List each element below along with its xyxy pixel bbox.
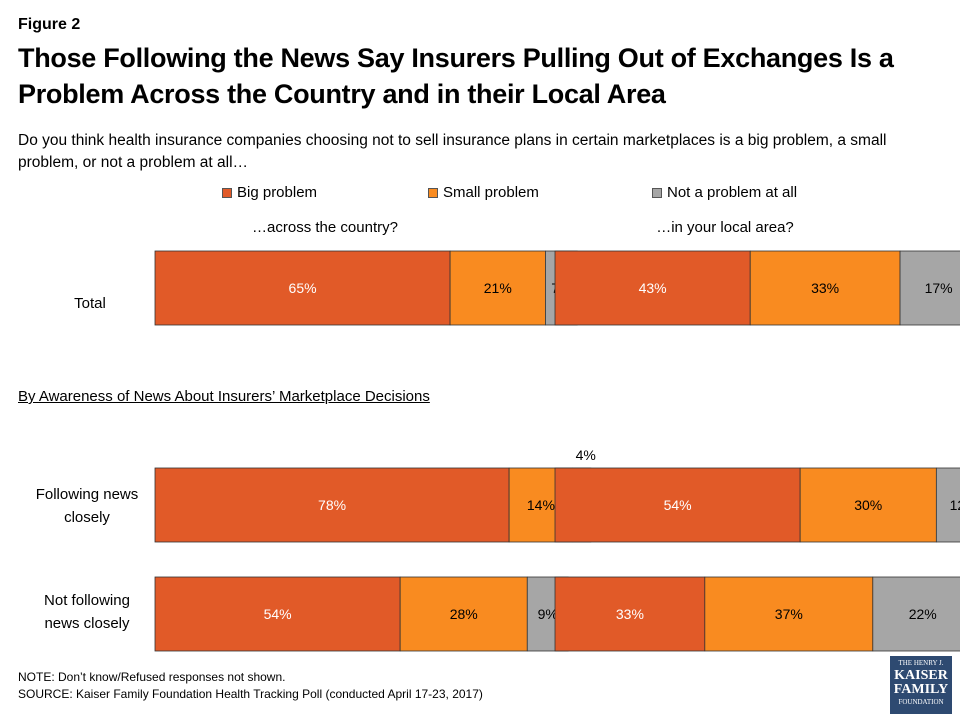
row-label-following-line2: closely [64,509,110,526]
bar-local-following-small-problem [799,467,937,543]
bar-local-not-following-not-a-problem [872,576,960,652]
data-label-country-not-following-big-problem: 54% [264,606,292,622]
legend-item-small-problem: Small problem [428,184,539,201]
figure-label: Figure 2 [18,16,81,33]
data-label-local-not-following-small-problem: 37% [775,606,803,622]
bar-local-total-big-problem [554,250,751,326]
legend-label-not-a-problem: Not a problem at all [667,184,798,201]
legend-item-big-problem: Big problem [222,184,317,201]
bar-country-not-following-big-problem [154,576,401,652]
data-label-local-total-big-problem: 43% [639,280,667,296]
bar-local-not-following-big-problem [554,576,706,652]
data-label-local-not-following-not-a-problem: 22% [909,606,937,622]
data-label-local-total-small-problem: 33% [811,280,839,296]
row-label-following: Following news closely [22,483,152,529]
legend-swatch-small-problem [428,187,438,198]
legend-swatch-not-a-problem [652,187,662,198]
panel-title-country: …across the country? [252,219,398,236]
bar-local-not-following-small-problem [704,576,874,652]
data-label-country-total-small-problem: 21% [484,280,512,296]
bar-country-total-small-problem [449,250,546,326]
legend-label-small-problem: Small problem [443,184,539,201]
kff-logo: THE HENRY J. KAISER FAMILY FOUNDATION [890,656,952,714]
data-label-local-total-not-a-problem: 17% [925,280,953,296]
data-label-country-following-small-problem: 14% [527,497,555,513]
panel-title-local: …in your local area? [656,219,794,236]
data-label-country-not-following-not-a-problem: 9% [538,606,558,622]
data-label-local-following-small-problem: 30% [854,497,882,513]
data-label-country-total-big-problem: 65% [289,280,317,296]
chart-subtitle: Do you think health insurance companies … [18,132,887,171]
data-label-local-following-big-problem: 54% [664,497,692,513]
data-label-country-following-big-problem: 78% [318,497,346,513]
data-label-local-following-not-a-problem: 12% [950,497,960,513]
logo-line3: FAMILY [893,682,949,697]
note-text: NOTE: Don’t know/Refused responses not s… [18,670,286,684]
bar-local-following-not-a-problem [935,467,960,543]
row-label-not-following-line1: Not following [44,592,130,609]
source-text: SOURCE: Kaiser Family Foundation Health … [18,687,483,701]
bar-local-following-big-problem [554,467,801,543]
logo-line4: FOUNDATION [898,698,944,706]
chart-title: Those Following the News Say Insurers Pu… [18,43,894,109]
legend-label-big-problem: Big problem [237,184,318,201]
section-heading: By Awareness of News About Insurers’ Mar… [18,388,430,405]
legend-item-not-a-problem: Not a problem at all [652,184,797,201]
bar-local-total-not-a-problem [899,250,960,326]
logo-line1: THE HENRY J. [898,659,944,667]
row-label-following-line1: Following news [35,486,139,503]
data-label-local-not-following-big-problem: 33% [616,606,644,622]
data-label-country-not-following-small-problem: 28% [450,606,478,622]
logo-line2: KAISER [894,668,948,683]
row-label-not-following: Not following news closely [22,589,152,635]
bar-country-following-big-problem [154,467,510,543]
bar-country-not-following-small-problem [399,576,528,652]
row-label-total: Total [74,295,106,312]
row-label-not-following-line2: news closely [44,615,130,632]
bar-local-total-small-problem [749,250,901,326]
data-label-country-following-not-a-problem: 4% [576,447,596,463]
legend-swatch-big-problem [222,187,232,198]
